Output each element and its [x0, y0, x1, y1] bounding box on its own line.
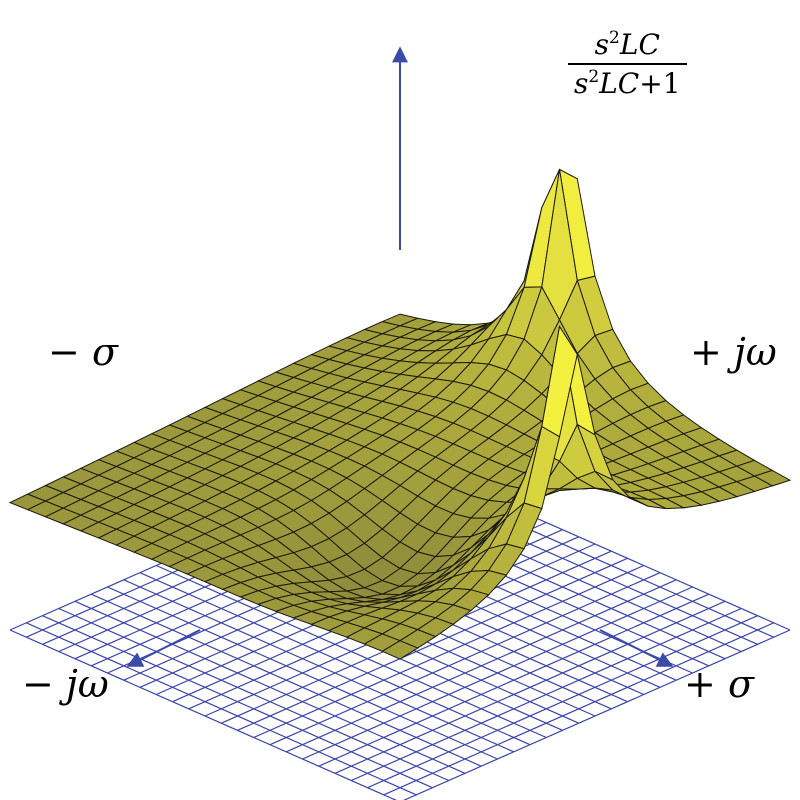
grid-line	[74, 600, 466, 774]
grid-line	[351, 607, 742, 782]
pos-jw-label: + jω	[690, 330, 777, 374]
formula-numerator: s2LC	[594, 28, 660, 61]
neg-sigma-label: − σ	[48, 330, 118, 374]
grid-line	[367, 615, 758, 789]
pos-sigma-label: + σ	[684, 662, 754, 706]
grid-line	[383, 622, 774, 796]
magnitude-surface	[8, 168, 792, 660]
grid-line	[26, 622, 417, 796]
neg-jw-label: − jω	[22, 662, 109, 706]
pos-sigma-axis-arrow	[599, 629, 674, 667]
grid-line	[58, 607, 449, 782]
grid-line	[9, 629, 397, 800]
surface-cell	[381, 640, 419, 660]
formula-fraction-bar	[568, 63, 687, 65]
transfer-function-formula: s2LC s2LC+1	[568, 28, 687, 100]
grid-line	[403, 629, 791, 800]
grid-line	[42, 615, 433, 789]
formula-denominator: s2LC+1	[574, 67, 681, 100]
neg-jw-axis-arrow	[126, 629, 201, 667]
